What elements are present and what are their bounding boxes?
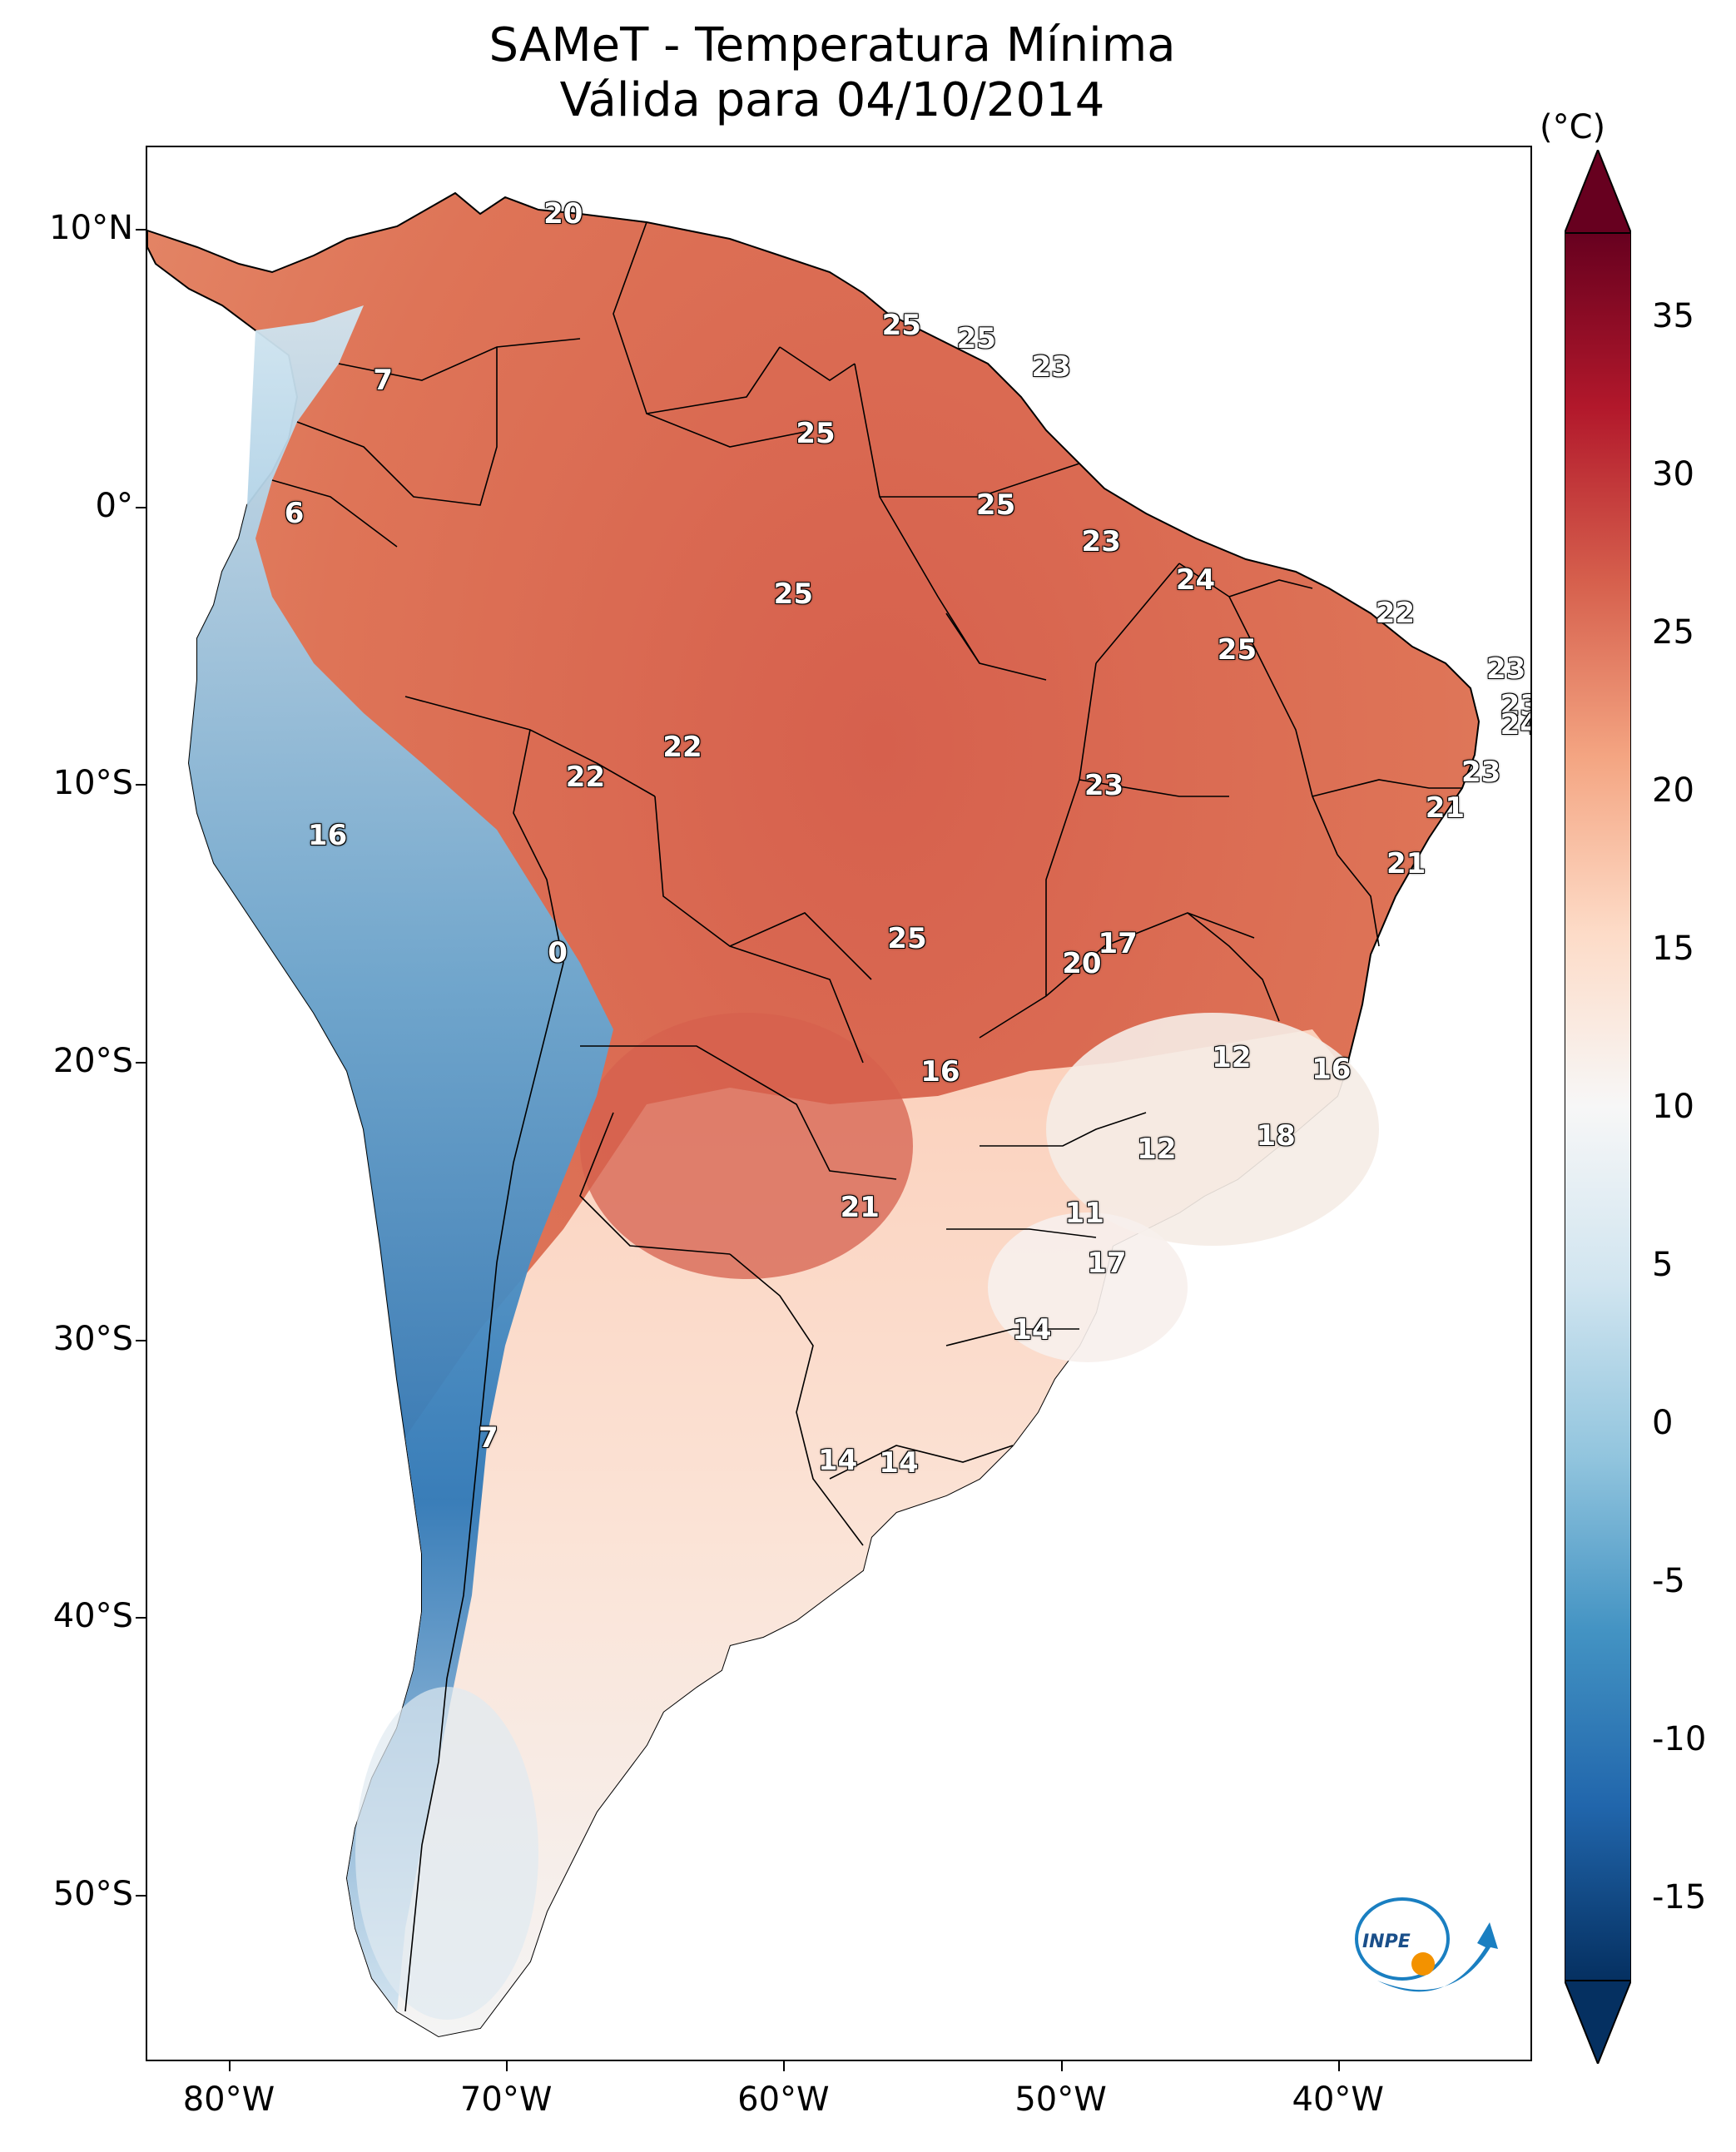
contour-label: 16 [920, 1054, 960, 1088]
lon-tick-label: 60°W [737, 2080, 830, 2119]
map-title: SAMeT - Temperatura Mínima Válida para 0… [0, 18, 1664, 128]
lat-tick-mark [136, 1894, 146, 1897]
contour-label: 12 [1212, 1041, 1252, 1075]
contour-label: 16 [1312, 1052, 1352, 1086]
colorbar [1565, 150, 1631, 2064]
logo-swoosh [1377, 1922, 1498, 1992]
south-brazil-cool-area [988, 1212, 1188, 1362]
contour-label: 17 [1087, 1247, 1127, 1281]
lat-tick-label: 10°N [49, 209, 133, 248]
lon-tick-label: 70°W [459, 2080, 553, 2119]
colorbar-tick-label: -10 [1652, 1720, 1707, 1758]
patagonia-cool-area [355, 1687, 538, 2020]
lat-tick-label: 50°S [52, 1874, 133, 1913]
map-panel[interactable]: 2025252372562523242522252323242222232321… [146, 146, 1532, 2061]
lat-tick-mark [136, 1061, 146, 1064]
lat-tick-label: 40°S [52, 1597, 133, 1636]
colorbar-unit: (°C) [1540, 108, 1606, 146]
contour-label: 7 [478, 1421, 498, 1455]
contour-label: 14 [817, 1444, 858, 1478]
lon-tick-label: 80°W [182, 2080, 275, 2119]
colorbar-tick-label: 0 [1652, 1404, 1674, 1442]
contour-label: 23 [1031, 350, 1071, 384]
lat-tick-mark [136, 1617, 146, 1619]
logo-orbit [1355, 1897, 1450, 1981]
title-line-2: Válida para 04/10/2014 [559, 73, 1105, 127]
contour-label: 23 [1084, 769, 1124, 803]
contour-label: 23 [1486, 652, 1526, 687]
temperature-map [147, 191, 1481, 2038]
title-line-1: SAMeT - Temperatura Mínima [489, 18, 1176, 72]
chaco-warm-area [580, 1013, 913, 1279]
southeast-cool-area [1046, 1013, 1379, 1246]
contour-label: 21 [1425, 791, 1466, 826]
lat-tick-mark [136, 1339, 146, 1341]
contour-label: 24 [1175, 563, 1216, 598]
country-borders [271, 221, 1462, 2012]
contour-label: 17 [1098, 927, 1138, 961]
inpe-logo: INPE [1355, 1897, 1498, 1992]
lat-tick-label: 10°S [52, 764, 133, 803]
contour-label: 23 [1081, 524, 1121, 558]
contour-label: 22 [662, 730, 702, 764]
colorbar-bottom-arrow [1565, 1980, 1631, 2064]
lat-tick-label: 0° [95, 486, 133, 525]
lat-tick-mark [136, 229, 146, 231]
contour-label: 23 [1500, 688, 1530, 722]
contour-label: 22 [565, 761, 606, 795]
contour-label: 6 [284, 497, 305, 531]
contour-label: 25 [956, 322, 996, 356]
lon-tick-mark [783, 2061, 786, 2071]
colorbar-tick-label: 25 [1652, 613, 1694, 652]
contour-label: 25 [975, 488, 1016, 523]
colorbar-top-arrow [1565, 150, 1631, 234]
contour-label: 20 [543, 197, 583, 231]
contour-label: 12 [1137, 1133, 1177, 1167]
colorbar-tick-label: 15 [1652, 930, 1694, 968]
contour-label: 25 [887, 921, 927, 955]
logo-dot [1411, 1952, 1435, 1976]
contour-label: 20 [1062, 946, 1102, 980]
contour-label: 7 [373, 364, 394, 398]
colorbar-tick-label: -5 [1652, 1562, 1685, 1600]
colorbar-tick-label: 30 [1652, 455, 1694, 493]
logo-text: INPE [1362, 1931, 1411, 1952]
lat-tick-label: 30°S [52, 1319, 133, 1358]
colorbar-body [1565, 232, 1631, 1981]
contour-label: 14 [879, 1446, 919, 1480]
contour-label: 18 [1256, 1118, 1296, 1153]
contour-label: 14 [1012, 1313, 1052, 1347]
colorbar-tick-label: 10 [1652, 1088, 1694, 1126]
lon-tick-mark [228, 2061, 231, 2071]
colorbar-tick-label: 35 [1652, 297, 1694, 335]
lon-tick-mark [1060, 2061, 1063, 2071]
contour-label: 11 [1064, 1197, 1104, 1231]
contour-label: 0 [548, 935, 568, 969]
contour-label: 23 [1461, 755, 1501, 789]
contour-label: 25 [1217, 632, 1257, 667]
lat-tick-mark [136, 784, 146, 786]
contour-label: 24 [1500, 707, 1530, 741]
contour-label: 25 [773, 578, 814, 612]
andes-cold-strip [189, 305, 613, 2011]
contour-label: 25 [881, 308, 921, 342]
lon-tick-mark [506, 2061, 508, 2071]
colorbar-tick-label: 20 [1652, 771, 1694, 810]
lon-tick-label: 40°W [1292, 2080, 1384, 2119]
contour-label: 21 [840, 1191, 880, 1225]
contour-label: 25 [796, 416, 836, 450]
lon-tick-mark [1337, 2061, 1340, 2071]
contour-label: 21 [1386, 846, 1426, 880]
colorbar-tick-label: -15 [1652, 1878, 1707, 1916]
colorbar-tick-label: 5 [1652, 1246, 1674, 1284]
contour-label: 22 [1375, 597, 1416, 631]
lat-tick-label: 20°S [52, 1041, 133, 1080]
lat-tick-mark [136, 506, 146, 508]
lon-tick-label: 50°W [1014, 2080, 1107, 2119]
contour-label: 16 [307, 819, 348, 853]
